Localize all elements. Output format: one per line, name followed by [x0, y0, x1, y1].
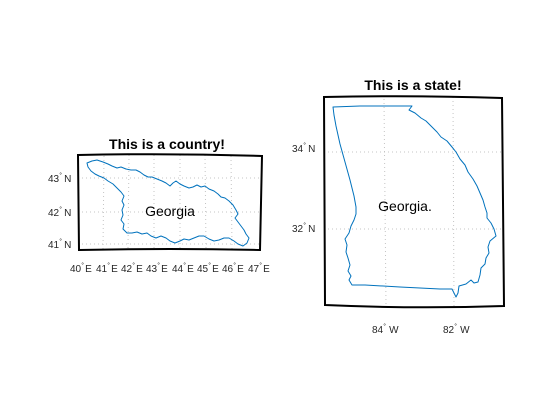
country-map-frame [76, 153, 264, 252]
lon-tick-82w: 82° W [443, 323, 470, 336]
georgia-state-outline [332, 105, 497, 298]
country-lat-ticks: 43° N 42° N 41° N [48, 172, 71, 251]
state-map-axes: This is a state! Georgia. 34° N 32° N 84° W… [292, 77, 506, 336]
state-place-label: Georgia. [378, 198, 432, 214]
lat-tick-42: 42° N [48, 206, 71, 219]
state-lon-gridline-82 [452, 96, 455, 308]
lat-tick-34: 34° N [292, 142, 315, 155]
country-lon-gridline-41 [102, 155, 105, 251]
georgia-country-outline [86, 159, 250, 247]
lon-tick-41: 41°E [96, 262, 118, 275]
state-map-frame [322, 95, 506, 309]
lon-tick-44: 44°E [172, 262, 194, 275]
lon-tick-43: 43°E [146, 262, 168, 275]
state-map-title: This is a state! [364, 77, 461, 93]
lon-tick-84w: 84° W [372, 323, 399, 336]
lon-tick-42: 42°E [121, 262, 143, 275]
state-map-graticule [324, 96, 504, 308]
state-lat-ticks: 34° N 32° N [292, 142, 315, 235]
lon-tick-45: 45°E [197, 262, 219, 275]
lat-tick-43: 43° N [48, 172, 71, 185]
lat-tick-41: 41° N [48, 238, 71, 251]
country-lon-gridline-45 [204, 154, 207, 250]
lon-tick-40: 40°E [70, 262, 92, 275]
country-place-label: Georgia [145, 203, 195, 219]
lon-tick-47: 47°E [248, 262, 270, 275]
lat-tick-32: 32° N [292, 222, 315, 235]
lon-tick-46: 46°E [222, 262, 244, 275]
country-lon-ticks: 40°E 41°E 42°E 43°E 44°E 45°E 46°E 47°E [70, 262, 270, 275]
country-map-title: This is a country! [109, 136, 225, 152]
state-lon-gridline-84 [383, 98, 387, 308]
country-map-graticule [78, 154, 262, 251]
state-lon-ticks: 84° W 82° W [372, 323, 470, 336]
country-map-axes: This is a country! Georgia 43° N 42° N 41°… [48, 136, 270, 275]
